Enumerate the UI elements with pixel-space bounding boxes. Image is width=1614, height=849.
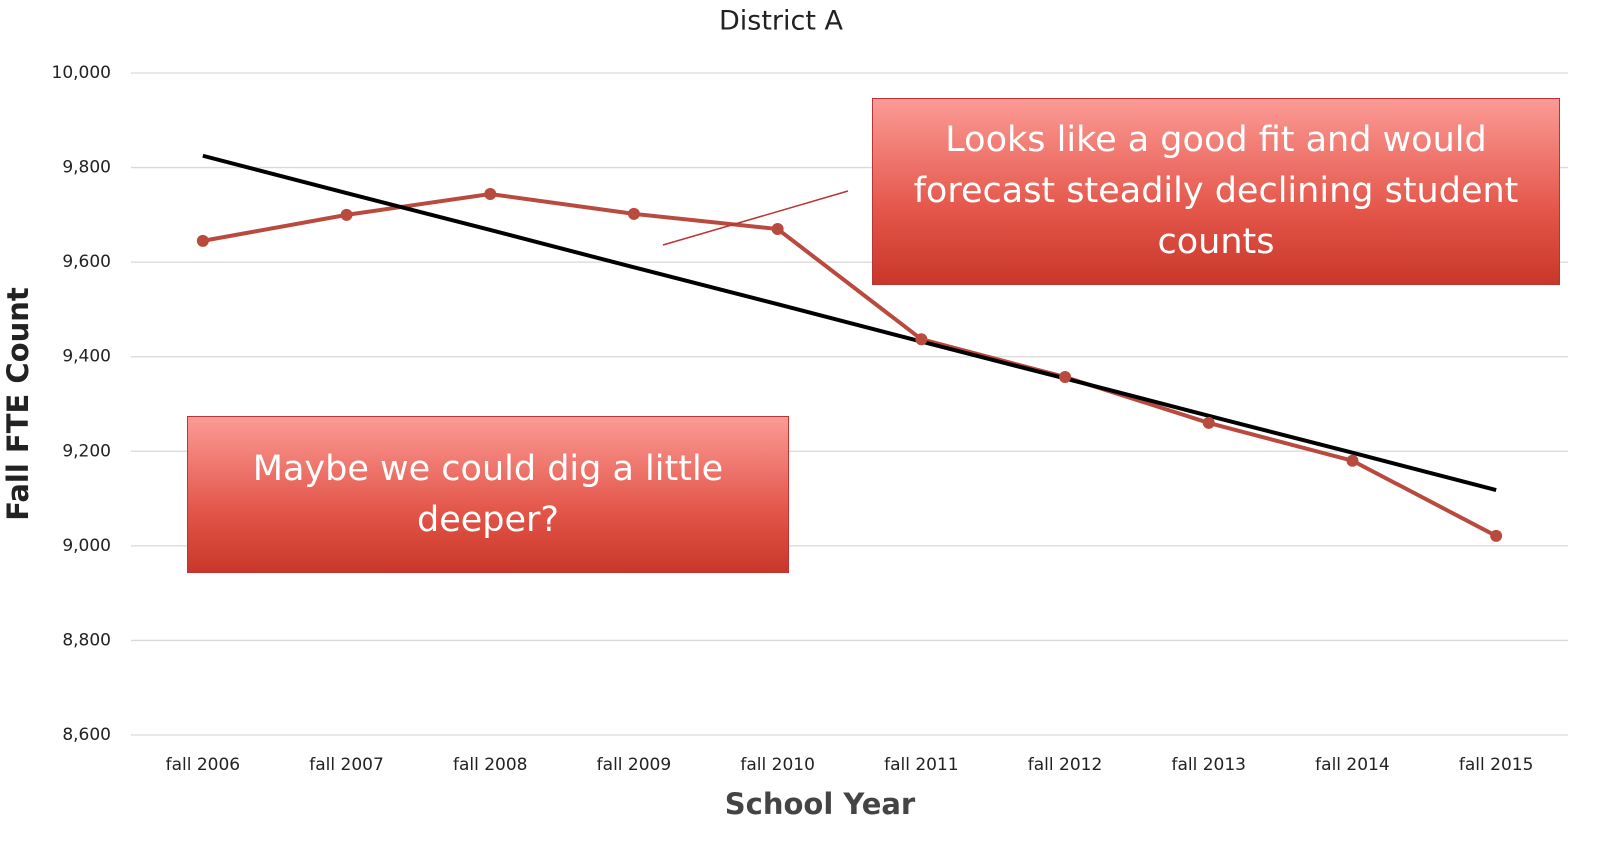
data-point (1059, 371, 1072, 384)
x-tick-label: fall 2010 (740, 755, 815, 775)
pointer-line (662, 190, 849, 246)
y-tick-label: 9,600 (62, 252, 111, 272)
y-tick-label: 10,000 (52, 63, 111, 83)
data-line (202, 192, 1498, 538)
trend-line (202, 153, 1497, 492)
chart-title: District A (719, 6, 844, 37)
data-point (1202, 416, 1215, 429)
data-point (1490, 529, 1503, 542)
x-tick-label: fall 2013 (1171, 755, 1246, 775)
data-point (484, 188, 497, 201)
x-tick-label: fall 2009 (597, 755, 672, 775)
x-tick-label: fall 2011 (884, 755, 959, 775)
y-tick-label: 9,400 (62, 347, 111, 367)
x-axis-label: School Year (725, 787, 916, 821)
x-tick-label: fall 2014 (1315, 755, 1390, 775)
y-axis-label: Fall FTE Count (1, 287, 35, 521)
data-point (196, 234, 209, 247)
annotation-box: Looks like a good fit and would forecast… (872, 98, 1560, 285)
data-point (340, 208, 353, 221)
x-tick-label: fall 2007 (309, 755, 384, 775)
y-tick-label: 9,200 (62, 441, 111, 461)
x-tick-label: fall 2008 (453, 755, 528, 775)
y-tick-label: 9,800 (62, 158, 111, 178)
y-tick-label: 8,600 (62, 725, 111, 745)
x-tick-label: fall 2012 (1028, 755, 1103, 775)
x-tick-label: fall 2015 (1459, 755, 1534, 775)
data-point (627, 207, 640, 220)
x-tick-label: fall 2006 (166, 755, 241, 775)
data-point (1346, 454, 1359, 467)
data-point (771, 223, 784, 236)
data-point (915, 333, 928, 346)
y-tick-label: 9,000 (62, 536, 111, 556)
y-tick-label: 8,800 (62, 630, 111, 650)
annotation-box: Maybe we could dig a little deeper? (187, 416, 789, 573)
